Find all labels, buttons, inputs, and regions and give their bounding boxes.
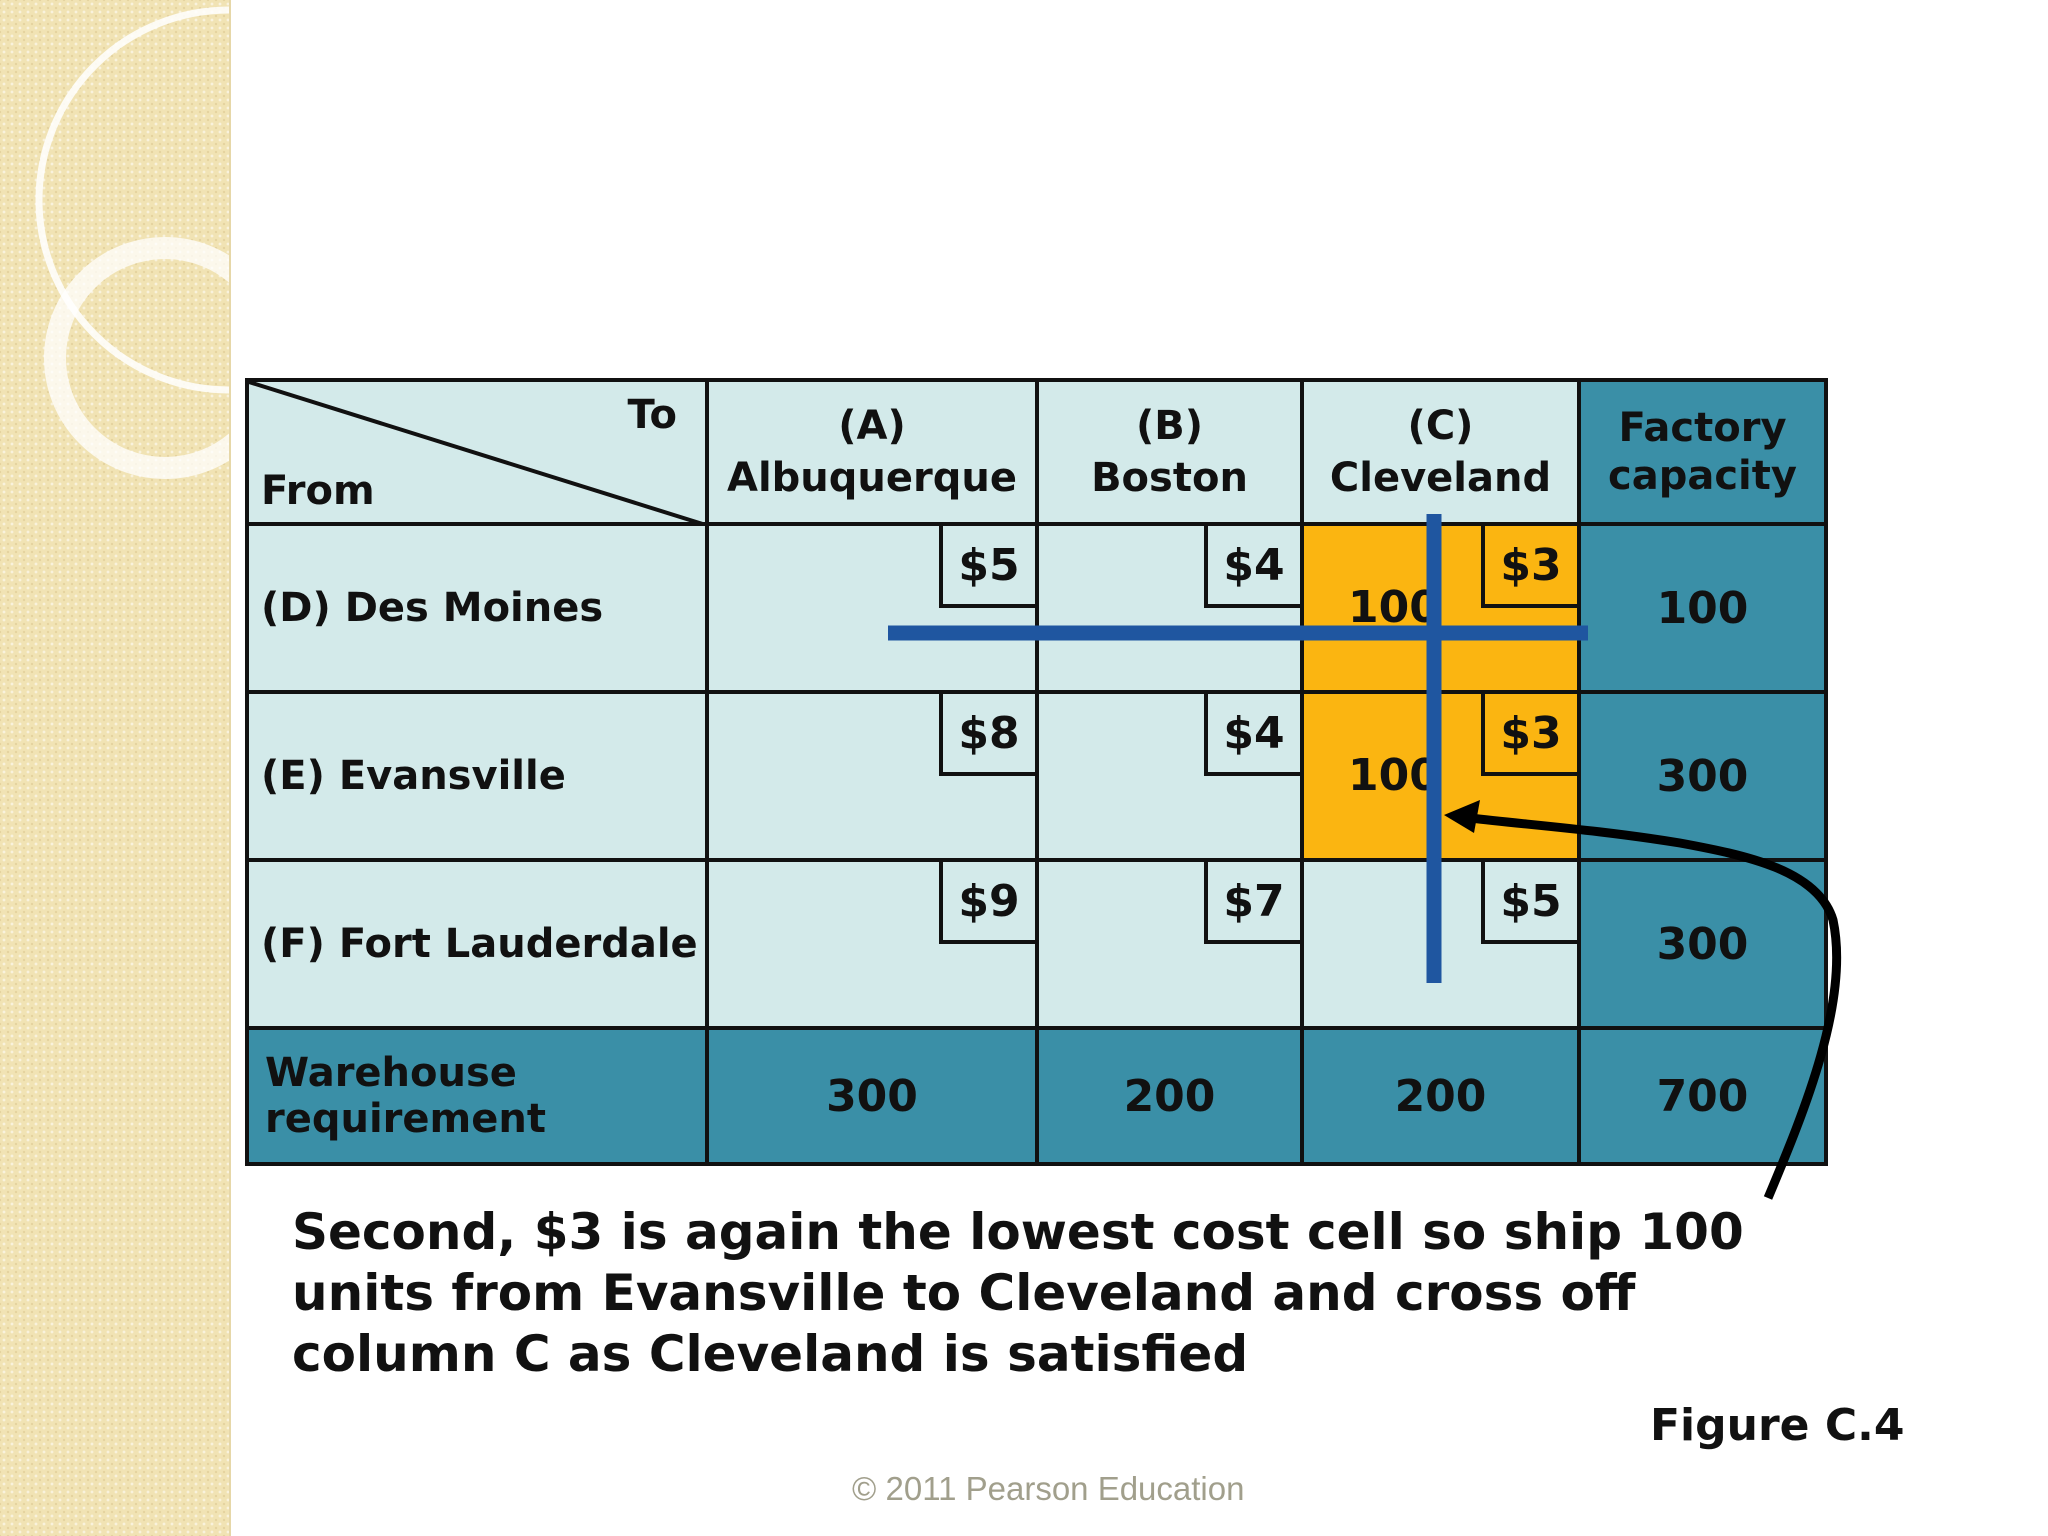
row-label-des-moines: (D) Des Moines <box>245 522 709 694</box>
cell-e-a: $8 <box>705 690 1039 862</box>
cell-e-c: $3 100 <box>1300 690 1581 862</box>
column-name-albuquerque: Albuquerque <box>727 455 1017 501</box>
header-row: To From (A) Albuquerque (B) Boston (C) C… <box>245 378 1828 526</box>
capacity-des-moines: 100 <box>1577 522 1828 694</box>
capacity-evansville: 300 <box>1577 690 1828 862</box>
copyright-notice: © 2011 Pearson Education <box>852 1470 1245 1507</box>
column-code-b: (B) <box>1135 403 1204 449</box>
requirement-cleveland: 200 <box>1300 1026 1581 1166</box>
cell-d-c: $3 100 <box>1300 522 1581 694</box>
requirement-albuquerque: 300 <box>705 1026 1039 1166</box>
cost-box: $5 <box>1481 864 1575 944</box>
to-label: To <box>627 392 677 438</box>
table-row: (F) Fort Lauderdale $9 $7 $5 300 <box>245 858 1828 1030</box>
capacity-header-line1: Factory <box>1618 405 1787 451</box>
column-name-cleveland: Cleveland <box>1329 455 1552 501</box>
cost-box: $4 <box>1204 528 1298 608</box>
figure-label: Figure C.4 <box>1650 1400 1905 1451</box>
cost-box: $5 <box>939 528 1033 608</box>
column-name-boston: Boston <box>1091 455 1248 501</box>
cost-box: $8 <box>939 696 1033 776</box>
corner-cell: To From <box>245 378 709 526</box>
requirement-label-line1: Warehouse <box>265 1050 517 1096</box>
requirement-label: Warehouse requirement <box>245 1026 709 1166</box>
from-label: From <box>261 468 375 514</box>
transportation-table: To From (A) Albuquerque (B) Boston (C) C… <box>245 378 1828 1166</box>
column-header-albuquerque: (A) Albuquerque <box>705 378 1039 526</box>
requirement-boston: 200 <box>1035 1026 1304 1166</box>
cost-box: $3 <box>1481 696 1575 776</box>
allocation-value: 100 <box>1348 582 1440 633</box>
decorative-ring-small <box>44 237 229 479</box>
row-label-fort-lauderdale: (F) Fort Lauderdale <box>245 858 709 1030</box>
decorative-rings <box>35 6 229 479</box>
capacity-fort-lauderdale: 300 <box>1577 858 1828 1030</box>
requirement-row: Warehouse requirement 300 200 200 700 <box>245 1026 1828 1166</box>
cell-f-b: $7 <box>1035 858 1304 1030</box>
caption-text: Second, $3 is again the lowest cost cell… <box>292 1203 1744 1383</box>
allocation-value: 100 <box>1348 750 1440 801</box>
column-code-c: (C) <box>1407 403 1474 449</box>
cell-d-b: $4 <box>1035 522 1304 694</box>
capacity-header-line2: capacity <box>1608 453 1797 499</box>
cell-f-c: $5 <box>1300 858 1581 1030</box>
table-row: (D) Des Moines $5 $4 $3 100 100 <box>245 522 1828 694</box>
requirement-label-line2: requirement <box>265 1096 546 1142</box>
cost-box: $3 <box>1481 528 1575 608</box>
requirement-total: 700 <box>1577 1026 1828 1166</box>
corner-diagonal <box>251 384 697 520</box>
decorative-ring-large <box>35 6 229 394</box>
column-header-capacity: Factory capacity <box>1577 378 1828 526</box>
cost-box: $9 <box>939 864 1033 944</box>
cell-d-a: $5 <box>705 522 1039 694</box>
cell-f-a: $9 <box>705 858 1039 1030</box>
column-code-a: (A) <box>838 403 906 449</box>
column-header-cleveland: (C) Cleveland <box>1300 378 1581 526</box>
row-label-evansville: (E) Evansville <box>245 690 709 862</box>
cell-e-b: $4 <box>1035 690 1304 862</box>
column-header-boston: (B) Boston <box>1035 378 1304 526</box>
side-panel-edge <box>229 0 231 1536</box>
cost-box: $4 <box>1204 696 1298 776</box>
table-row: (E) Evansville $8 $4 $3 100 300 <box>245 690 1828 862</box>
cost-box: $7 <box>1204 864 1298 944</box>
